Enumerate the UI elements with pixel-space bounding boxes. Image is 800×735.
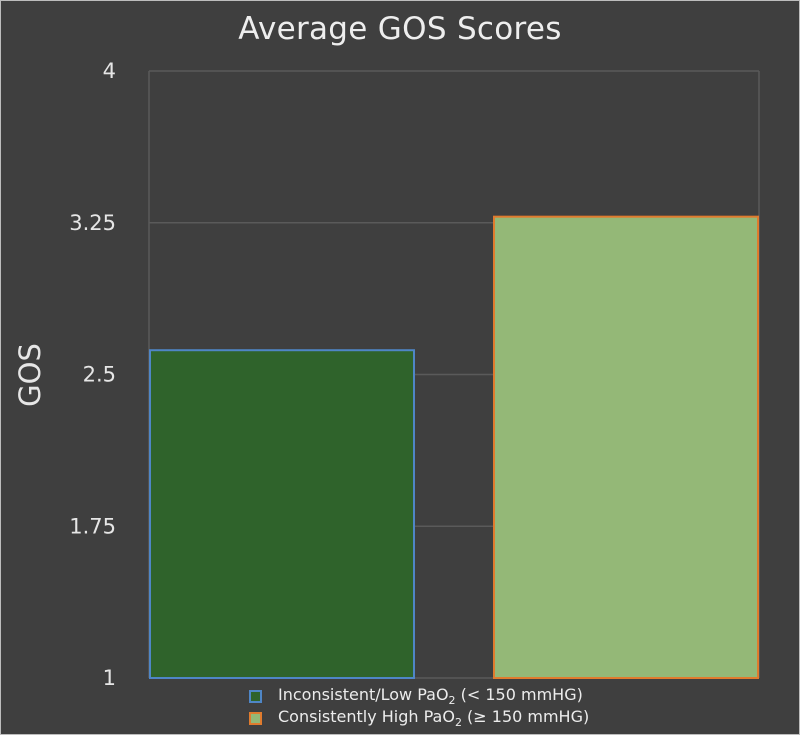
legend: Inconsistent/Low PaO2 (< 150 mmHG) Consi… xyxy=(249,685,589,729)
legend-swatch-1 xyxy=(249,711,262,725)
legend-label-0-sub: 2 xyxy=(448,694,456,708)
legend-label-1-text: Consistently High PaO xyxy=(278,706,455,726)
legend-label-1-suffix: (≥ 150 mmHG) xyxy=(461,706,590,726)
legend-label-0-suffix: (< 150 mmHG) xyxy=(455,684,583,704)
legend-label-1-sub: 2 xyxy=(454,716,462,730)
legend-label-0: Inconsistent/Low PaO2 (< 150 mmHG) xyxy=(278,685,583,707)
legend-item-1: Consistently High PaO2 (≥ 150 mmHG) xyxy=(249,707,589,729)
legend-label-1: Consistently High PaO2 (≥ 150 mmHG) xyxy=(278,707,589,729)
legend-swatch-0 xyxy=(249,689,262,703)
y-tick-label-1: 1.75 xyxy=(69,514,116,538)
y-tick-label-3: 3.25 xyxy=(69,211,116,235)
legend-item-0: Inconsistent/Low PaO2 (< 150 mmHG) xyxy=(249,685,589,707)
legend-label-0-text: Inconsistent/Low PaO xyxy=(278,684,449,704)
chart-title: Average GOS Scores xyxy=(238,11,562,47)
bar-0 xyxy=(149,349,415,679)
bar-1 xyxy=(493,215,759,679)
y-tick-label-2: 2.5 xyxy=(83,363,116,387)
y-tick-label-4: 4 xyxy=(103,59,116,83)
y-tick-label-0: 1 xyxy=(103,666,116,690)
